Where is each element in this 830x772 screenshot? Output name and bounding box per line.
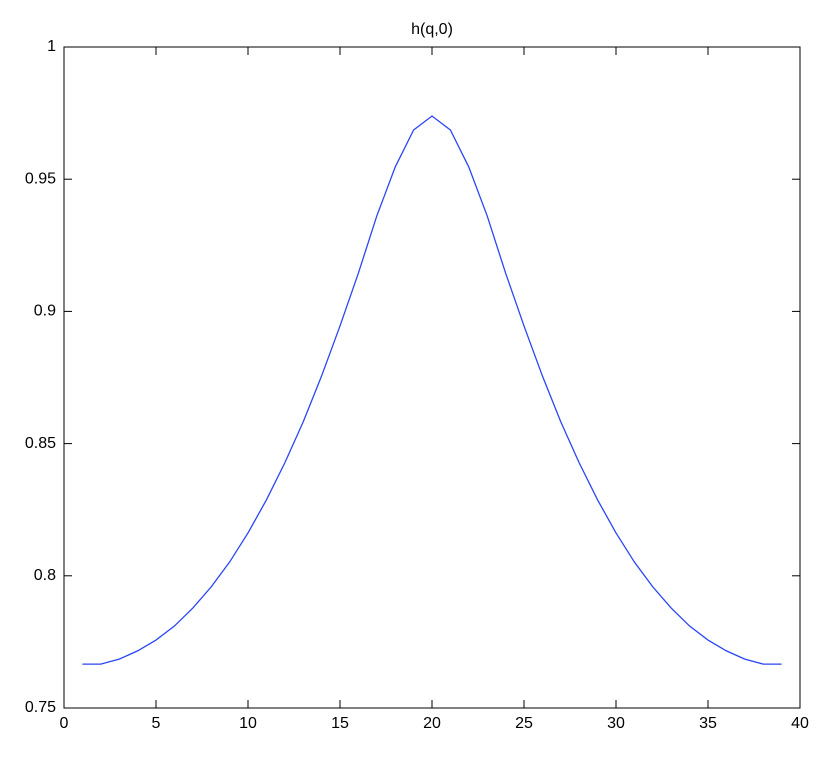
y-tick-label: 0.9 [34,303,56,320]
plot-frame [63,46,801,709]
y-tick-label: 0.95 [25,170,56,187]
x-tick-label: 30 [607,715,625,732]
line [82,115,782,665]
x-tick-label: 5 [152,715,161,732]
x-tick-label: 10 [239,715,257,732]
x-tick-label: 15 [331,715,349,732]
x-tick-label: 20 [423,715,441,732]
x-tick-label: 35 [699,715,717,732]
y-tick-label: 1 [47,38,56,55]
y-tick-label: 0.75 [25,699,56,716]
x-tick-label: 25 [515,715,533,732]
y-tick-label: 0.8 [34,567,56,584]
x-tick-label: 0 [60,715,69,732]
x-tick-label: 40 [791,715,809,732]
y-tick-label: 0.85 [25,435,56,452]
chart-title: h(q,0) [411,21,453,38]
